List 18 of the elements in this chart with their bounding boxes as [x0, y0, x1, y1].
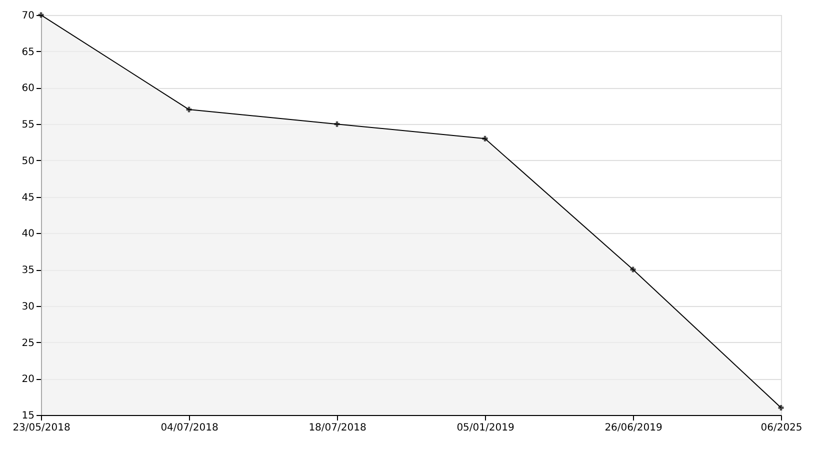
y-tick-label: 45 [22, 192, 34, 204]
x-tick-label: 04/07/2018 [160, 422, 218, 434]
x-tick-label: 06/2025 [760, 422, 802, 434]
y-tick-label: 15 [22, 410, 34, 422]
y-tick-label: 55 [22, 120, 34, 131]
y-tick-label: 35 [22, 265, 34, 276]
x-tick-label: 26/06/2019 [604, 422, 662, 434]
y-tick-label: 65 [22, 46, 34, 58]
x-tick-label: 23/05/2018 [12, 422, 70, 434]
y-tick-label: 60 [22, 83, 34, 94]
x-tick-label: 05/01/2019 [456, 422, 514, 434]
y-tick-label: 30 [22, 301, 34, 312]
y-tick-label: 70 [22, 10, 34, 22]
y-tick-label: 50 [22, 156, 34, 167]
y-tick-label: 40 [22, 228, 34, 240]
y-tick-label: 20 [22, 374, 34, 386]
y-tick-label: 25 [22, 338, 34, 349]
x-tick-label: 18/07/2018 [308, 422, 366, 434]
